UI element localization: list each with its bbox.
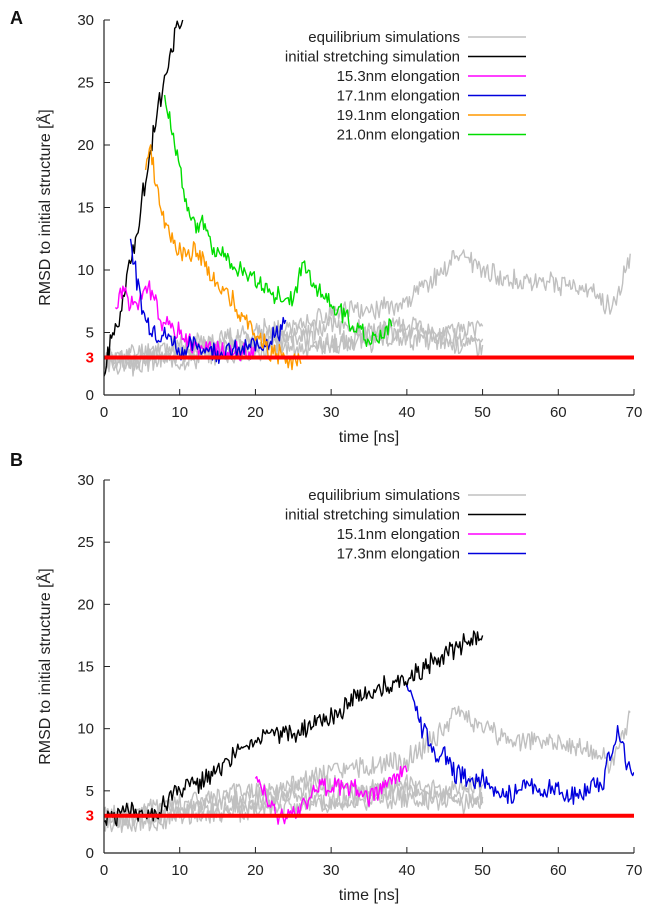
x-tick-label: 10	[171, 862, 188, 879]
legend-label: initial stretching simulation	[285, 507, 460, 524]
x-tick-label: 30	[323, 404, 340, 421]
x-axis-label: time [ns]	[339, 429, 399, 446]
legend-label: 17.1nm elongation	[337, 88, 460, 105]
x-tick-label: 60	[550, 862, 567, 879]
x-tick-label: 20	[247, 862, 264, 879]
x-tick-label: 50	[474, 862, 491, 879]
legend-label: equilibrium simulations	[308, 487, 460, 504]
y-tick-label: 25	[77, 75, 94, 92]
x-tick-label: 30	[323, 862, 340, 879]
y-axis-label: RMSD to initial structure [Å]	[35, 109, 54, 306]
y-tick-label: 0	[86, 387, 94, 404]
legend-label: 15.1nm elongation	[337, 526, 460, 543]
reference-label: 3	[86, 808, 94, 825]
legend: equilibrium simulations initial stretchin…	[285, 487, 526, 563]
panel-label: A	[10, 8, 23, 28]
legend-label: equilibrium simulations	[308, 29, 460, 46]
series-line-7	[144, 144, 302, 371]
y-tick-label: 5	[86, 783, 94, 800]
x-tick-label: 70	[626, 862, 643, 879]
series-line-6	[406, 684, 634, 805]
y-tick-label: 5	[86, 325, 94, 342]
series-line-3	[104, 328, 484, 377]
y-axis-label: RMSD to initial structure [Å]	[35, 568, 54, 765]
y-tick-label: 30	[77, 12, 94, 29]
x-tick-label: 20	[247, 404, 264, 421]
legend: equilibrium simulations initial stretchin…	[285, 29, 526, 144]
x-tick-label: 0	[100, 404, 108, 421]
y-tick-label: 15	[77, 200, 94, 217]
series-group	[104, 19, 631, 377]
x-tick-label: 10	[171, 404, 188, 421]
y-tick-label: 15	[77, 659, 94, 676]
y-tick-label: 20	[77, 137, 94, 154]
y-tick-label: 10	[77, 262, 94, 279]
series-line-6	[129, 238, 287, 364]
y-tick-label: 20	[77, 596, 94, 613]
series-line-2	[104, 316, 484, 371]
x-axis-label: time [ns]	[339, 887, 399, 904]
reference-label: 3	[86, 350, 94, 367]
y-tick-label: 30	[77, 472, 94, 489]
legend-label: 21.0nm elongation	[337, 127, 460, 144]
y-tick-label: 10	[77, 721, 94, 738]
series-line-8	[163, 94, 393, 347]
legend-label: initial stretching simulation	[285, 49, 460, 66]
x-tick-label: 0	[100, 862, 108, 879]
x-tick-label: 50	[474, 404, 491, 421]
x-tick-label: 60	[550, 404, 567, 421]
panel-label: B	[10, 450, 23, 470]
y-tick-label: 25	[77, 534, 94, 551]
series-group	[104, 630, 634, 833]
series-line-4	[104, 630, 484, 827]
y-tick-label: 0	[86, 845, 94, 862]
series-line-4	[104, 19, 184, 377]
x-tick-label: 40	[399, 404, 416, 421]
x-tick-label: 40	[399, 862, 416, 879]
legend-label: 17.3nm elongation	[337, 546, 460, 563]
x-tick-label: 70	[626, 404, 643, 421]
legend-label: 15.3nm elongation	[337, 68, 460, 85]
legend-label: 19.1nm elongation	[337, 107, 460, 124]
